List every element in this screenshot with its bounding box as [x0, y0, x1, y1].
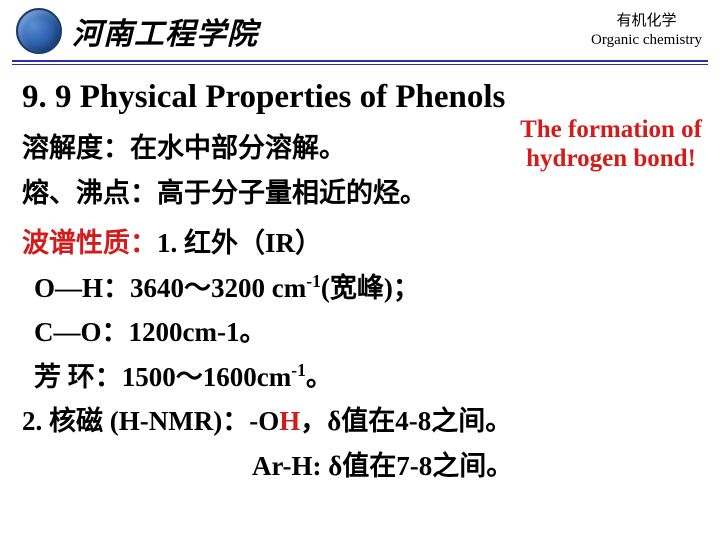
text: 2. 核磁 (H-NMR)：-O	[22, 406, 279, 436]
text: 1. 红外（IR）	[157, 228, 322, 258]
line-nmr-arh: Ar-H: δ值在7-8之间。	[22, 444, 698, 489]
text-red: 波谱性质：	[22, 228, 157, 258]
course-title-en: Organic chemistry	[591, 31, 702, 50]
line-aromatic-ir: 芳 环：1500～1600cm-1。	[22, 355, 698, 400]
annotation-hydrogen-bond: The formation of hydrogen bond!	[520, 116, 702, 174]
course-title-cn: 有机化学	[591, 12, 702, 31]
text: 。	[306, 362, 333, 392]
line-nmr-oh: 2. 核磁 (H-NMR)：-OH，δ值在4-8之间。	[22, 399, 698, 444]
text: (宽峰)；	[321, 273, 420, 303]
text-red: H	[279, 406, 300, 436]
course-title: 有机化学 Organic chemistry	[591, 12, 702, 50]
text: 芳 环：1500～1600cm	[34, 362, 291, 392]
section-title: 9. 9 Physical Properties of Phenols	[22, 79, 698, 116]
text: 溶解度：在水中部分溶解。	[22, 133, 346, 163]
annotation-line1: The formation of	[520, 116, 702, 143]
header: 河南工程学院 有机化学 Organic chemistry	[0, 0, 720, 58]
text: ，δ值在4-8之间。	[300, 406, 512, 436]
line-spectra-ir: 波谱性质：1. 红外（IR）	[22, 221, 698, 266]
line-oh-ir: O—H：3640～3200 cm-1(宽峰)；	[22, 266, 698, 311]
text: Ar-H: δ值在7-8之间。	[252, 451, 513, 481]
sup: -1	[291, 360, 306, 380]
line-co-ir: C—O：1200cm-1。	[22, 310, 698, 355]
content: 9. 9 Physical Properties of Phenols The …	[0, 65, 720, 488]
text: 熔、沸点：高于分子量相近的烃。	[22, 178, 427, 208]
annotation-line2: hydrogen bond!	[526, 145, 696, 172]
school-logo-icon	[16, 8, 62, 54]
text: O—H：3640～3200 cm	[34, 273, 306, 303]
school-name: 河南工程学院	[72, 9, 258, 53]
line-mp-bp: 熔、沸点：高于分子量相近的烃。	[22, 171, 698, 216]
text: C—O：1200cm-1。	[34, 317, 266, 347]
sup: -1	[306, 271, 321, 291]
